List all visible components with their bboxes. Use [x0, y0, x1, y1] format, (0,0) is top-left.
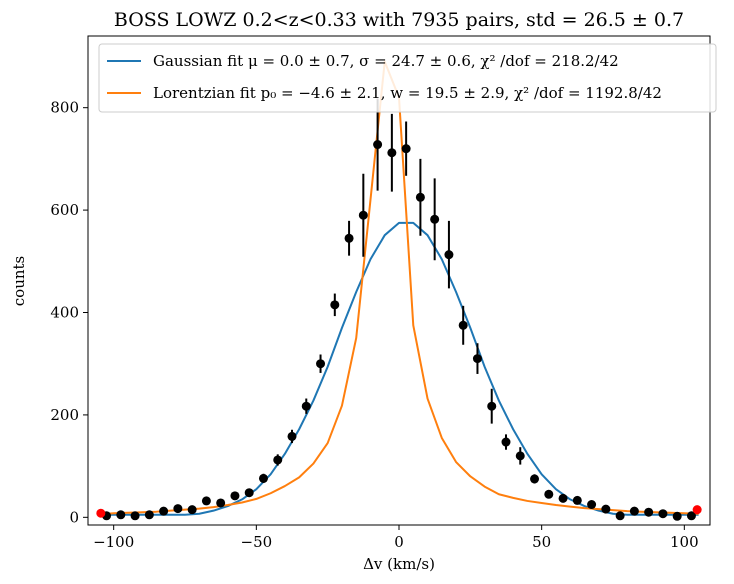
data-point [173, 504, 183, 514]
data-point [130, 511, 140, 521]
data-point [601, 504, 611, 514]
plot-area [96, 60, 702, 521]
data-point [230, 491, 240, 501]
endpoint-marker [692, 505, 702, 515]
y-tick-label: 600 [50, 201, 79, 219]
legend-label-lorentzian: Lorentzian fit p₀ = −4.6 ± 2.1, w = 19.5… [153, 84, 662, 102]
data-point [159, 506, 169, 516]
data-point [544, 489, 554, 499]
data-point [373, 140, 383, 150]
lorentzian-fit-line [99, 60, 699, 516]
data-point [644, 507, 654, 517]
data-point [401, 144, 411, 154]
x-axis-label: Δv (km/s) [363, 555, 435, 573]
data-point [458, 320, 468, 330]
x-tick-label: 100 [670, 533, 699, 551]
y-tick-label: 800 [50, 99, 79, 117]
data-point [658, 509, 668, 519]
gaussian-fit-line [99, 221, 699, 516]
x-tick-label: 50 [532, 533, 551, 551]
y-tick-label: 0 [69, 508, 79, 526]
data-point [487, 401, 497, 411]
x-tick-label: −100 [93, 533, 134, 551]
data-point [587, 500, 597, 510]
y-tick-label: 200 [50, 406, 79, 424]
data-point [316, 359, 326, 369]
data-point [344, 233, 354, 243]
chart-title: BOSS LOWZ 0.2<z<0.33 with 7935 pairs, st… [114, 9, 684, 31]
plot-frame [87, 35, 711, 526]
data-point [629, 506, 639, 516]
data-point [415, 192, 425, 202]
data-point [530, 474, 540, 484]
legend: Gaussian fit μ = 0.0 ± 0.7, σ = 24.7 ± 0… [98, 43, 717, 113]
data-point [358, 210, 368, 220]
legend-label-gaussian: Gaussian fit μ = 0.0 ± 0.7, σ = 24.7 ± 0… [153, 52, 619, 70]
data-point [287, 431, 297, 441]
data-point [686, 511, 696, 521]
data-point [572, 495, 582, 505]
data-point [244, 488, 254, 498]
data-point [301, 401, 311, 411]
x-tick-label: −50 [241, 533, 273, 551]
data-point [615, 511, 625, 521]
y-axis-ticks: 0 200 400 600 800 [50, 99, 88, 526]
data-point [216, 498, 226, 508]
y-tick-label: 400 [50, 304, 79, 322]
data-point [330, 300, 340, 310]
plot-marks [96, 60, 702, 521]
data-point [515, 451, 525, 461]
data-point [144, 510, 154, 520]
x-tick-label: 0 [394, 533, 404, 551]
data-point [273, 455, 283, 465]
data-point [387, 148, 397, 158]
data-point [116, 510, 126, 520]
data-point [430, 214, 440, 224]
x-axis-ticks: −100 −50 0 50 100 [93, 525, 699, 551]
data-point [201, 496, 211, 506]
legend-box [98, 43, 717, 113]
data-point [187, 505, 197, 515]
data-point [258, 473, 268, 483]
data-point [501, 437, 511, 447]
data-point [444, 250, 454, 260]
data-point [672, 511, 682, 521]
data-point [558, 493, 568, 503]
data-point [472, 354, 482, 364]
y-axis-label: counts [10, 256, 28, 306]
endpoint-marker [96, 508, 106, 518]
